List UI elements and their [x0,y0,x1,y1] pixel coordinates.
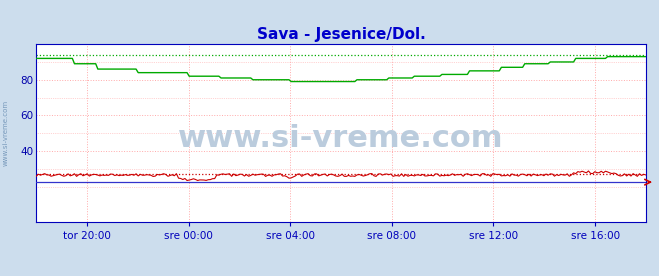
Text: www.si-vreme.com: www.si-vreme.com [179,124,503,153]
Text: www.si-vreme.com: www.si-vreme.com [2,99,9,166]
Title: Sava - Jesenice/Dol.: Sava - Jesenice/Dol. [256,26,426,42]
